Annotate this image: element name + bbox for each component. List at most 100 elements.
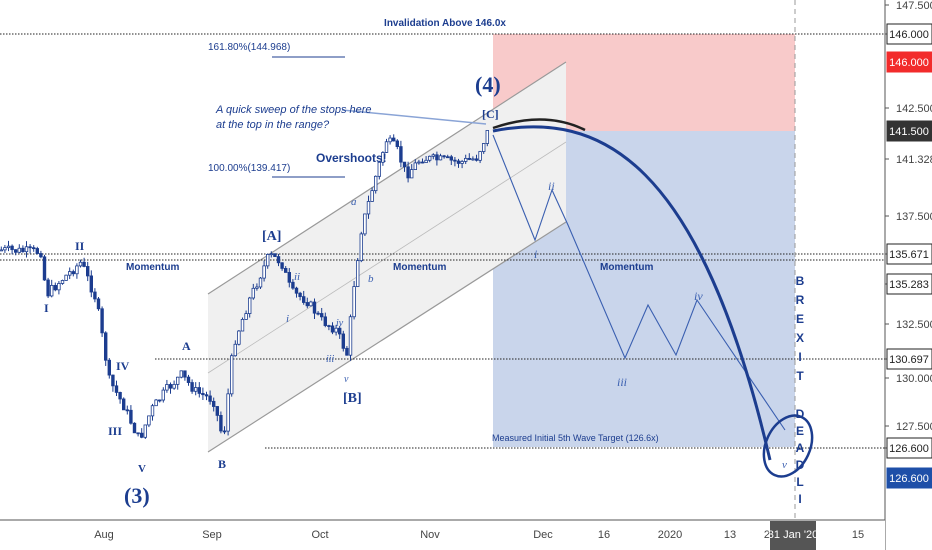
candle-body bbox=[211, 400, 216, 407]
candle-body bbox=[287, 272, 291, 283]
candle-body bbox=[132, 422, 137, 434]
candle-body bbox=[453, 159, 457, 162]
candle-body bbox=[373, 175, 378, 192]
wave-proj-i: i bbox=[534, 247, 537, 261]
wave-small-a: a bbox=[351, 196, 357, 208]
wave-IV: IV bbox=[116, 359, 130, 373]
deadline-letter: I bbox=[798, 492, 801, 506]
candle-body bbox=[233, 343, 237, 357]
target-circle bbox=[762, 414, 814, 478]
candle-body bbox=[334, 327, 338, 333]
candle-body bbox=[35, 248, 39, 254]
price-box bbox=[886, 120, 932, 142]
candle-body bbox=[298, 292, 302, 298]
y-tick-label: 132.500 bbox=[896, 319, 932, 331]
candle-body bbox=[204, 394, 209, 397]
candle-body bbox=[406, 166, 410, 179]
candle-body bbox=[327, 325, 331, 327]
candle-body bbox=[312, 301, 317, 314]
candle-body bbox=[208, 395, 212, 402]
candle-body bbox=[222, 430, 227, 433]
candle-body bbox=[46, 279, 50, 297]
wave-small-b: b bbox=[368, 273, 374, 285]
target-label: Measured Initial 5th Wave Target (126.6x… bbox=[492, 433, 659, 443]
wave-V: V bbox=[138, 463, 146, 475]
candle-body bbox=[435, 154, 439, 161]
candle-body bbox=[78, 261, 83, 267]
price-box-label: 135.671 bbox=[889, 249, 929, 261]
candle-body bbox=[402, 161, 407, 168]
candle-body bbox=[165, 384, 169, 391]
candle-body bbox=[301, 296, 306, 303]
candle-body bbox=[75, 265, 79, 275]
deadline-letter: E bbox=[796, 424, 804, 438]
brexit-letter: T bbox=[796, 369, 804, 383]
price-box bbox=[886, 348, 932, 370]
candle-body bbox=[122, 398, 126, 411]
y-tick-label: 147.500 bbox=[896, 0, 932, 12]
price-box-label: 146.000 bbox=[889, 29, 929, 41]
sweep-label-line2: at the top in the range? bbox=[216, 119, 330, 131]
y-tick-label: 137.500 bbox=[896, 211, 932, 223]
candle-body bbox=[13, 249, 18, 253]
candle-body bbox=[384, 141, 389, 153]
price-box bbox=[886, 467, 932, 489]
candle-body bbox=[431, 154, 435, 157]
candle-body bbox=[129, 409, 133, 424]
channel-mid bbox=[207, 141, 567, 374]
deadline-letter: A bbox=[796, 441, 805, 455]
candle-body bbox=[42, 256, 47, 281]
candle-body bbox=[0, 249, 3, 252]
momentum-label-1: Momentum bbox=[126, 262, 179, 273]
x-tick-label: Dec bbox=[533, 529, 553, 541]
sweep-arrow bbox=[341, 109, 487, 125]
candle-body bbox=[82, 261, 86, 267]
brexit-letter: B bbox=[796, 274, 805, 288]
price-box-label: 141.500 bbox=[889, 126, 929, 138]
wave-proj-iv: iv bbox=[694, 289, 703, 303]
candle-body bbox=[147, 415, 151, 426]
wave-I: I bbox=[44, 301, 49, 315]
candle-body bbox=[381, 152, 385, 163]
candle-body bbox=[352, 286, 356, 318]
candle-body bbox=[6, 245, 11, 249]
candle-body bbox=[359, 233, 363, 262]
candle-body bbox=[168, 384, 173, 389]
candle-body bbox=[64, 274, 68, 281]
brexit-letter: E bbox=[796, 312, 804, 326]
candle-body bbox=[370, 190, 374, 202]
candle-body bbox=[244, 313, 248, 320]
candle-body bbox=[125, 409, 129, 412]
candle-body bbox=[395, 140, 399, 147]
candle-body bbox=[294, 287, 299, 294]
candle-body bbox=[21, 247, 25, 253]
candle-body bbox=[71, 271, 75, 275]
candle-body bbox=[409, 169, 414, 179]
price-box-label: 130.697 bbox=[889, 354, 929, 366]
candles bbox=[0, 130, 489, 439]
price-box bbox=[886, 243, 932, 265]
x-tick-label: 15 bbox=[852, 529, 864, 541]
candle-body bbox=[197, 387, 201, 394]
candle-body bbox=[39, 253, 43, 258]
arc-top bbox=[492, 118, 586, 132]
candle-body bbox=[388, 137, 392, 143]
candle-body bbox=[305, 302, 309, 307]
candle-body bbox=[190, 382, 194, 392]
wave-small-i-1: i bbox=[286, 313, 289, 325]
candle-body bbox=[269, 253, 273, 256]
candle-body bbox=[255, 286, 259, 289]
candle-body bbox=[474, 158, 479, 161]
wave-A: A bbox=[182, 339, 191, 353]
projection-path bbox=[341, 109, 814, 478]
candle-body bbox=[258, 277, 263, 288]
price-box bbox=[886, 23, 932, 45]
wave-B: B bbox=[218, 457, 226, 471]
deadline-letter: D bbox=[796, 458, 805, 472]
x-tick-label: 13 bbox=[724, 529, 736, 541]
candle-body bbox=[262, 265, 266, 279]
candle-body bbox=[100, 308, 104, 334]
candle-body bbox=[186, 376, 191, 383]
candle-body bbox=[449, 156, 453, 161]
